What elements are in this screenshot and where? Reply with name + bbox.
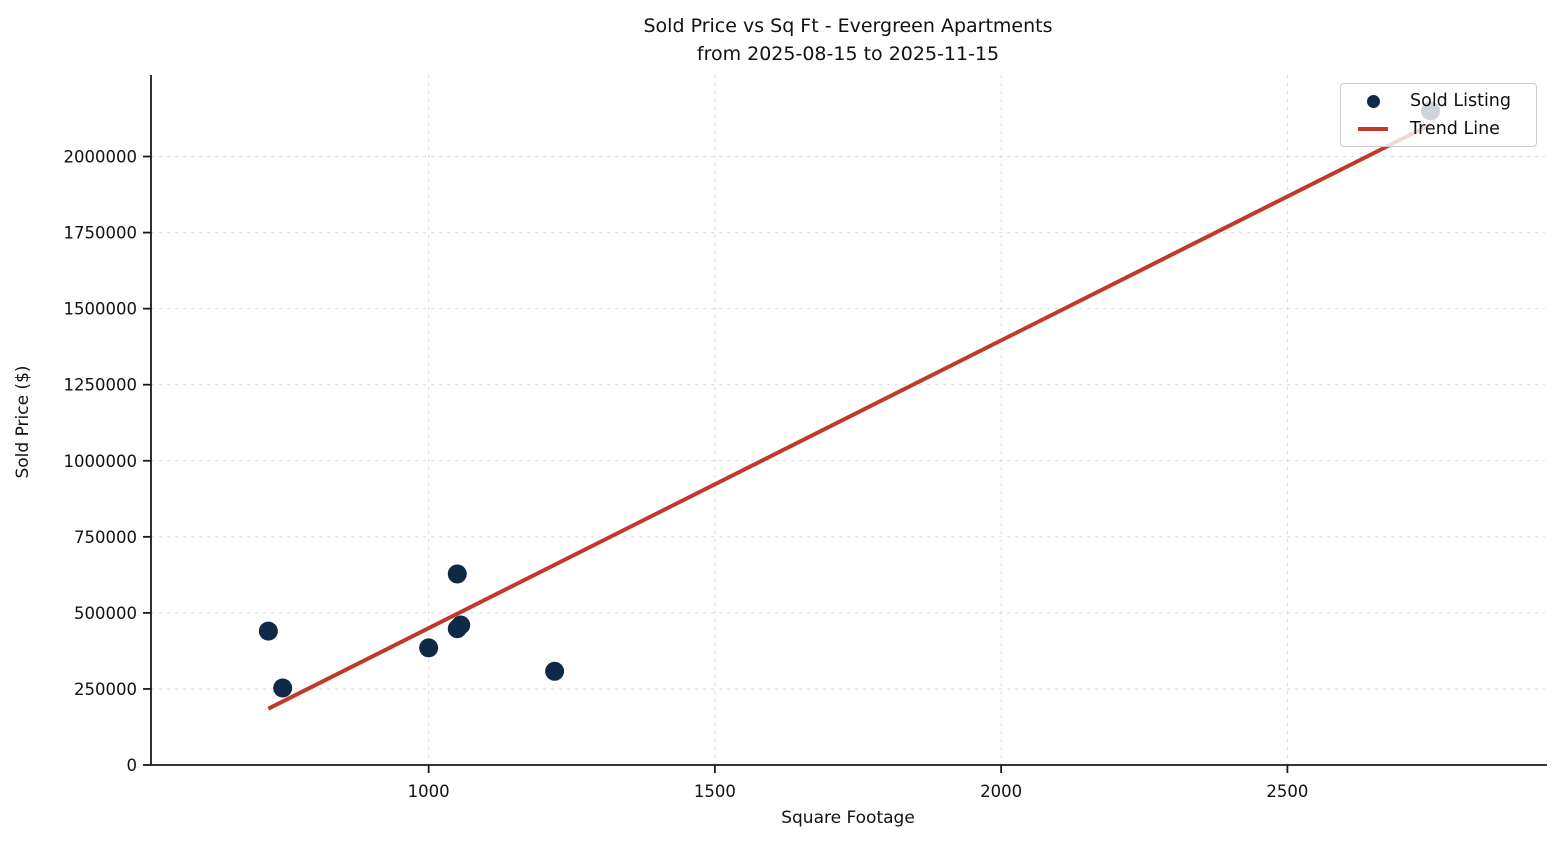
- x-tick-label: 2500: [1266, 782, 1308, 801]
- y-tick-label: 1000000: [64, 452, 138, 471]
- y-tick-label: 250000: [74, 680, 137, 699]
- x-tick-label: 2000: [980, 782, 1022, 801]
- y-tick-label: 1500000: [64, 300, 138, 319]
- x-axis-label: Square Footage: [781, 808, 915, 828]
- trend-line: [267, 122, 1432, 711]
- y-tick-label: 1750000: [64, 224, 138, 243]
- x-tick-label: 1000: [408, 782, 450, 801]
- y-tick-label: 2000000: [64, 148, 138, 167]
- scatter-point: [419, 638, 439, 658]
- y-tick-label: 0: [127, 756, 138, 775]
- scatter-point: [451, 615, 471, 635]
- legend-item-sold-listing: Sold Listing: [1349, 87, 1528, 115]
- chart-title-line-2: from 2025-08-15 to 2025-11-15: [696, 43, 1000, 65]
- y-axis-label: Sold Price ($): [13, 365, 33, 479]
- legend-item-trend-line: Trend Line: [1349, 115, 1528, 143]
- scatter-point: [447, 564, 467, 584]
- legend-label-sold-listing: Sold Listing: [1410, 91, 1512, 111]
- chart-title-line-1: Sold Price vs Sq Ft - Evergreen Apartmen…: [643, 15, 1053, 37]
- legend-marker-icon: [1349, 94, 1397, 108]
- legend-label-trend-line: Trend Line: [1410, 119, 1500, 139]
- trend-line-icon: [1358, 127, 1388, 131]
- legend-line-icon: [1349, 127, 1397, 131]
- y-tick-label: 500000: [74, 604, 137, 623]
- scatter-marker-icon: [1366, 94, 1380, 108]
- scatter-point: [273, 678, 293, 698]
- y-tick-label: 750000: [74, 528, 137, 547]
- legend: Sold Listing Trend Line: [1340, 83, 1537, 147]
- scatter-point: [545, 661, 565, 681]
- x-tick-label: 1500: [694, 782, 736, 801]
- y-tick-label: 1250000: [64, 376, 138, 395]
- chart-title: Sold Price vs Sq Ft - Evergreen Apartmen…: [151, 12, 1545, 68]
- scatter-point: [258, 621, 278, 641]
